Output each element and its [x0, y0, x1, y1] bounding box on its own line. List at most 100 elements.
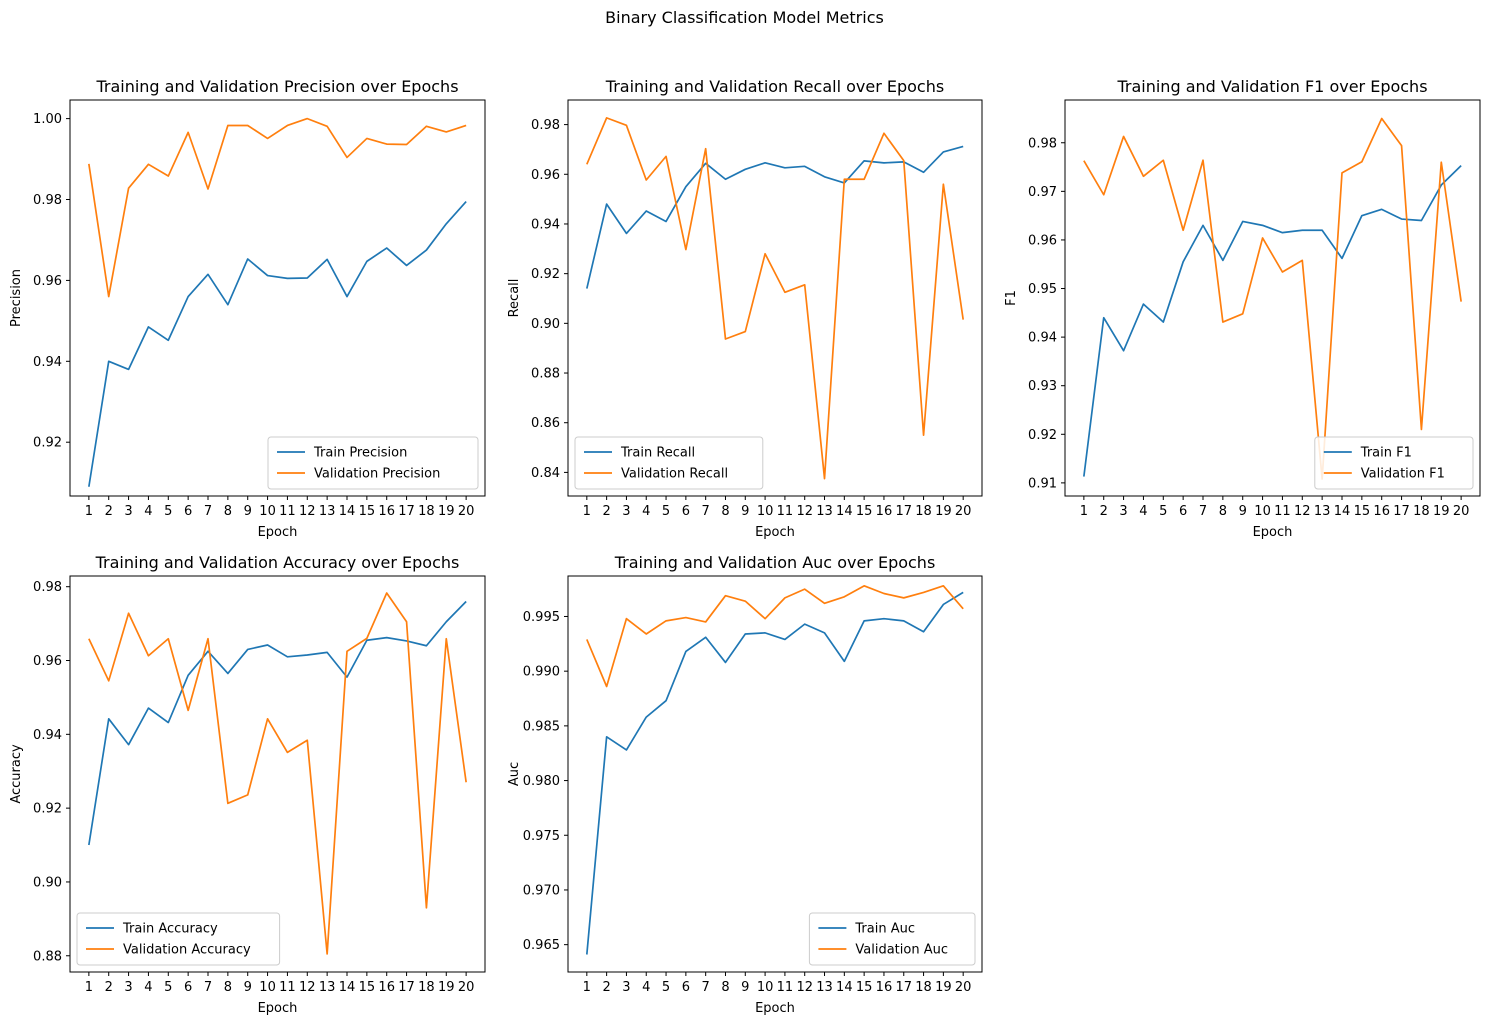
axes-frame	[69, 99, 486, 497]
y-axis-label: Accuracy	[9, 744, 24, 804]
x-tick-label: 18	[418, 504, 435, 519]
y-tick-label: 0.93	[1028, 379, 1057, 394]
x-tick-label: 5	[164, 504, 172, 519]
x-tick-label: 15	[856, 980, 873, 995]
chart-precision: Training and Validation Precision over E…	[9, 77, 486, 540]
x-tick-label: 4	[1139, 504, 1147, 519]
x-tick-label: 2	[602, 504, 610, 519]
y-tick-label: 0.91	[1028, 476, 1057, 491]
x-tick-label: 2	[602, 980, 610, 995]
legend-label: Validation Auc	[855, 943, 948, 958]
x-tick-label: 8	[1219, 504, 1227, 519]
x-tick-label: 10	[1254, 504, 1271, 519]
y-axis-label: Auc	[507, 762, 522, 786]
x-tick-label: 6	[682, 504, 690, 519]
y-tick-label: 0.94	[33, 728, 62, 743]
x-tick-label: 10	[259, 504, 276, 519]
legend-label: Train Precision	[313, 446, 407, 461]
y-tick-label: 0.92	[531, 267, 560, 282]
y-tick-label: 0.94	[33, 355, 62, 370]
x-tick-label: 9	[741, 980, 749, 995]
x-tick-label: 17	[895, 980, 912, 995]
x-tick-label: 6	[184, 980, 192, 995]
y-tick-label: 0.975	[523, 829, 560, 844]
y-tick-label: 0.86	[531, 416, 560, 431]
series-line-validation-accuracy	[88, 592, 467, 955]
legend-box	[267, 436, 479, 490]
x-tick-label: 3	[1119, 504, 1127, 519]
x-tick-label: 2	[1100, 504, 1108, 519]
x-tick-label: 7	[702, 504, 710, 519]
x-tick-label: 7	[702, 980, 710, 995]
axes-frame	[567, 575, 983, 973]
x-tick-label: 1	[85, 504, 93, 519]
legend: Train Auc Validation Auc	[808, 912, 976, 966]
series-line-validation-precision	[88, 117, 467, 298]
y-tick-label: 0.96	[1028, 233, 1057, 248]
series-line-train-f1	[1083, 164, 1462, 477]
x-tick-label: 19	[935, 980, 952, 995]
x-tick-label: 19	[438, 980, 455, 995]
legend-label: Train F1	[1360, 446, 1412, 461]
x-tick-label: 12	[1294, 504, 1311, 519]
x-tick-label: 13	[319, 504, 336, 519]
y-tick-label: 0.88	[33, 949, 62, 964]
x-tick-label: 14	[1334, 504, 1351, 519]
x-tick-label: 14	[339, 504, 356, 519]
x-tick-label: 18	[1413, 504, 1430, 519]
x-tick-label: 14	[836, 504, 853, 519]
x-tick-label: 9	[741, 504, 749, 519]
axes-frame	[1064, 99, 1481, 497]
x-tick-label: 20	[955, 980, 972, 995]
legend-label: Train Accuracy	[122, 922, 218, 937]
x-tick-label: 14	[339, 980, 356, 995]
x-tick-label: 6	[184, 504, 192, 519]
x-tick-label: 3	[622, 980, 630, 995]
x-tick-label: 8	[721, 504, 729, 519]
x-tick-label: 12	[299, 980, 316, 995]
series-line-train-precision	[88, 200, 467, 487]
x-tick-label: 11	[279, 980, 296, 995]
x-tick-label: 5	[662, 504, 670, 519]
x-tick-label: 19	[935, 504, 952, 519]
x-tick-label: 15	[1354, 504, 1371, 519]
legend-box	[76, 912, 281, 966]
y-tick-label: 0.88	[531, 367, 560, 382]
x-tick-label: 16	[378, 504, 395, 519]
x-tick-label: 18	[915, 980, 932, 995]
x-tick-label: 16	[1373, 504, 1390, 519]
chart-title: Training and Validation Accuracy over Ep…	[95, 553, 460, 572]
x-tick-label: 7	[204, 504, 212, 519]
x-tick-label: 3	[124, 980, 132, 995]
series-line-validation-f1	[1083, 117, 1462, 480]
x-tick-label: 8	[721, 980, 729, 995]
x-tick-label: 9	[1239, 504, 1247, 519]
x-tick-label: 14	[836, 980, 853, 995]
series-line-train-accuracy	[88, 600, 467, 846]
x-tick-label: 15	[856, 504, 873, 519]
chart-recall: Training and Validation Recall over Epoc…	[507, 77, 983, 540]
x-tick-label: 17	[1393, 504, 1410, 519]
y-tick-label: 0.965	[523, 938, 560, 953]
x-tick-label: 11	[777, 980, 794, 995]
legend-label: Validation Accuracy	[123, 943, 251, 958]
x-tick-label: 16	[876, 980, 893, 995]
y-tick-label: 0.94	[1028, 331, 1057, 346]
y-tick-label: 0.95	[1028, 282, 1057, 297]
x-tick-label: 16	[876, 504, 893, 519]
legend: Train Precision Validation Precision	[267, 436, 479, 490]
x-tick-label: 16	[378, 980, 395, 995]
chart-title: Training and Validation Recall over Epoc…	[605, 77, 944, 96]
x-tick-label: 6	[682, 980, 690, 995]
x-tick-label: 17	[398, 504, 415, 519]
x-tick-label: 4	[144, 504, 152, 519]
y-tick-label: 0.90	[531, 317, 560, 332]
x-tick-label: 10	[259, 980, 276, 995]
x-tick-label: 5	[662, 980, 670, 995]
x-tick-label: 3	[622, 504, 630, 519]
x-tick-label: 2	[105, 504, 113, 519]
x-tick-label: 4	[642, 980, 650, 995]
legend-label: Validation F1	[1361, 467, 1445, 482]
legend-label: Train Auc	[854, 922, 915, 937]
y-tick-label: 0.94	[531, 217, 560, 232]
